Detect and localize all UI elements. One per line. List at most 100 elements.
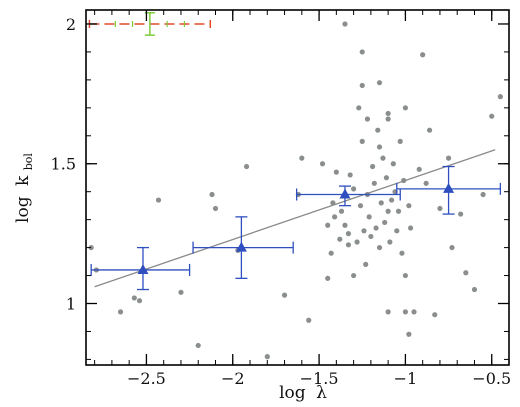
data-point: [117, 309, 124, 315]
binned-points: [90, 165, 502, 291]
data-point: [243, 163, 250, 170]
data-point: [420, 52, 426, 58]
data-point: [332, 214, 338, 220]
data-point: [338, 208, 345, 214]
data-point: [437, 205, 443, 212]
data-point: [361, 228, 367, 234]
data-point: [319, 161, 326, 167]
data-point: [411, 309, 417, 315]
data-point: [299, 155, 305, 161]
data-point: [178, 289, 184, 295]
data-point: [378, 200, 384, 206]
data-point: [375, 127, 381, 133]
data-point: [376, 244, 383, 251]
plot-frame: [85, 9, 510, 366]
data-point: [155, 197, 162, 203]
data-point: [366, 214, 372, 220]
data-point: [385, 208, 391, 214]
data-point: [385, 116, 391, 122]
data-point: [426, 127, 433, 133]
data-point: [281, 292, 288, 298]
data-point: [351, 186, 357, 192]
fit-line: [94, 149, 496, 288]
data-point: [376, 144, 383, 150]
y-tick-label: 1: [66, 295, 76, 314]
data-point: [264, 354, 270, 360]
data-point: [423, 180, 429, 186]
data-points: [88, 21, 503, 360]
data-point: [395, 208, 402, 214]
data-point: [394, 228, 400, 234]
data-point: [402, 309, 409, 315]
data-point: [363, 261, 369, 267]
data-point: [380, 155, 386, 161]
data-point: [382, 219, 388, 226]
data-point: [489, 113, 495, 119]
data-point: [136, 298, 143, 304]
data-point: [390, 161, 396, 167]
data-point: [406, 331, 412, 337]
data-point: [359, 49, 365, 55]
data-point: [388, 197, 395, 203]
data-point: [371, 180, 377, 186]
y-tick-label: 1.5: [51, 155, 76, 174]
data-point: [131, 295, 137, 301]
data-point: [342, 222, 348, 228]
data-point: [359, 138, 365, 144]
x-tick-label: −0.5: [472, 369, 511, 388]
x-axis-label-symbol: λ: [316, 383, 327, 403]
data-point: [351, 272, 357, 279]
data-point: [385, 110, 391, 117]
data-point: [402, 105, 409, 111]
y-axis-label-subscript: bol: [22, 153, 35, 171]
data-point: [397, 138, 403, 144]
binned-point: [192, 216, 294, 279]
y-axis-label-symbol: k: [13, 175, 33, 186]
data-point: [416, 166, 422, 172]
data-point: [356, 105, 362, 111]
data-point: [458, 211, 464, 217]
data-point: [376, 80, 383, 86]
data-point: [212, 205, 219, 212]
binned-point: [396, 165, 502, 215]
data-point: [387, 239, 393, 245]
data-point: [357, 203, 364, 209]
data-point: [368, 233, 374, 240]
x-tick-label: −1: [394, 369, 418, 388]
data-point: [406, 203, 412, 209]
data-point: [359, 82, 365, 89]
data-point: [342, 21, 348, 27]
data-point: [325, 275, 331, 281]
y-axis-label: log k bol: [13, 153, 35, 223]
triangle-marker: [137, 263, 149, 274]
data-point: [407, 225, 414, 231]
x-axis-label: log λ: [279, 383, 327, 403]
data-point: [325, 222, 331, 228]
triangle-marker: [443, 182, 455, 193]
data-point: [370, 163, 376, 170]
data-point: [209, 191, 215, 198]
data-point: [449, 244, 455, 251]
data-point: [463, 270, 469, 276]
axes: [85, 9, 510, 366]
data-point: [364, 116, 371, 122]
data-point: [402, 272, 409, 279]
data-point: [497, 94, 503, 100]
data-point: [373, 225, 379, 231]
data-point: [88, 244, 94, 251]
x-tick-label: −1.5: [300, 369, 339, 388]
data-point: [383, 175, 390, 181]
fit-line-segment: [94, 149, 496, 288]
x-tick-label: −2: [221, 369, 245, 388]
y-tick-label: 2: [66, 15, 76, 34]
binned-point: [295, 185, 401, 207]
tick-labels: −2.5 −2 −1.5 −1 −0.5 1 1.5 2: [51, 15, 512, 388]
triangle-marker: [339, 188, 351, 199]
y-axis-label-main: log: [13, 196, 33, 223]
triangle-marker: [235, 241, 247, 252]
data-point: [385, 309, 391, 315]
data-point: [345, 231, 352, 237]
data-point: [195, 342, 201, 349]
binned-point: [90, 246, 191, 291]
